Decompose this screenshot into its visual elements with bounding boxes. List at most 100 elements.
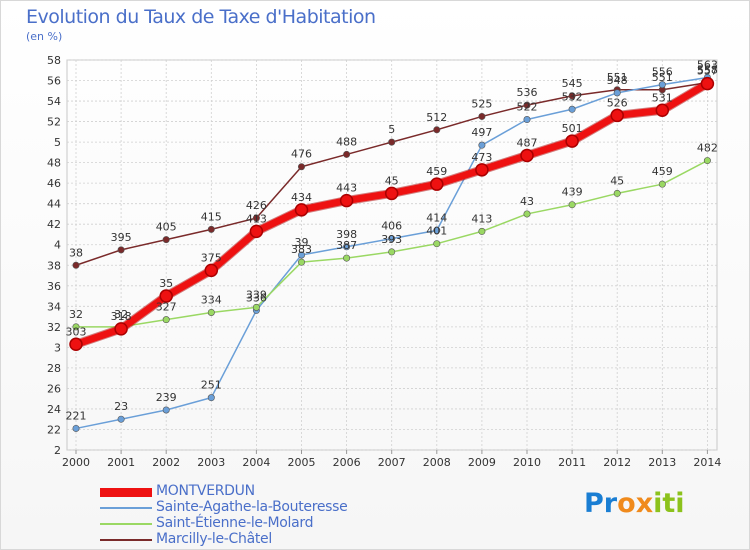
data-point — [523, 101, 531, 109]
data-label: 459 — [426, 165, 447, 178]
y-tick-label: 46 — [47, 177, 61, 190]
data-point — [69, 337, 83, 352]
data-point — [297, 258, 305, 266]
data-label: 334 — [201, 293, 222, 306]
data-label: 414 — [426, 211, 447, 224]
data-label: 395 — [111, 231, 132, 244]
data-point — [433, 226, 441, 234]
data-point — [700, 76, 715, 91]
data-point — [655, 103, 670, 118]
y-tick-label: 2 — [54, 444, 61, 457]
y-tick-label: 48 — [47, 157, 61, 170]
y-tick-label: 42 — [47, 218, 61, 231]
data-label: 413 — [246, 212, 267, 225]
x-tick-label: 2005 — [288, 456, 316, 469]
data-label: 375 — [201, 251, 222, 264]
data-point — [117, 415, 125, 423]
data-point — [568, 92, 576, 100]
y-tick-label: 58 — [47, 54, 61, 67]
y-tick-label: 24 — [47, 403, 61, 416]
data-label: 439 — [562, 186, 583, 199]
data-label: 383 — [291, 243, 312, 256]
data-label: 545 — [562, 77, 583, 90]
data-label: 32 — [114, 308, 128, 321]
logo-letter: r — [603, 488, 618, 519]
logo-letter: i — [653, 488, 663, 519]
data-point — [565, 134, 579, 148]
legend-swatch — [100, 488, 152, 497]
data-label: 405 — [156, 221, 177, 234]
data-point — [339, 193, 354, 208]
data-label: 473 — [471, 151, 492, 164]
x-tick-label: 2014 — [693, 456, 721, 469]
y-tick-label: 4 — [54, 239, 61, 252]
data-label: 551 — [652, 71, 673, 84]
data-point — [207, 394, 215, 402]
data-label: 318 — [111, 310, 132, 323]
data-label: 387 — [336, 239, 357, 252]
legend-swatch — [100, 523, 152, 525]
data-point — [343, 150, 351, 158]
data-point — [613, 189, 621, 197]
data-point — [207, 308, 215, 316]
y-tick-label: 26 — [47, 382, 61, 395]
y-tick-label: 32 — [47, 321, 61, 334]
legend-swatch — [100, 507, 152, 509]
legend-label: Saint-Étienne-le-Molard — [156, 515, 314, 531]
data-point — [475, 163, 489, 177]
data-label: 557 — [697, 65, 718, 78]
data-label: 251 — [201, 379, 222, 392]
data-point — [703, 157, 711, 165]
data-point — [207, 225, 215, 233]
data-point — [430, 177, 444, 191]
y-tick-label: 36 — [47, 280, 61, 293]
data-label: 482 — [697, 142, 718, 155]
data-point — [520, 148, 534, 163]
y-unit-label: (en %) — [26, 30, 63, 43]
y-tick-label: 38 — [47, 259, 61, 272]
x-tick-label: 2008 — [423, 456, 451, 469]
data-point — [159, 289, 173, 303]
data-label: 336 — [246, 291, 267, 304]
x-tick-label: 2013 — [648, 456, 676, 469]
y-tick-label: 22 — [47, 423, 61, 436]
x-tick-label: 2004 — [242, 456, 270, 469]
data-label: 43 — [520, 195, 534, 208]
logo-letter: i — [675, 488, 685, 519]
data-point — [204, 263, 219, 278]
data-label: 303 — [66, 325, 87, 338]
data-point — [252, 214, 260, 222]
x-tick-label: 2007 — [378, 456, 406, 469]
data-label: 551 — [607, 71, 628, 84]
data-label: 401 — [426, 225, 447, 238]
data-label: 45 — [385, 174, 399, 187]
data-label: 563 — [697, 58, 718, 71]
data-label: 525 — [471, 97, 492, 110]
data-label: 393 — [381, 233, 402, 246]
data-point — [568, 201, 576, 209]
data-point — [114, 322, 128, 336]
y-tick-label: 52 — [47, 116, 61, 129]
legend-label: MONTVERDUN — [156, 483, 255, 499]
data-label: 443 — [336, 182, 357, 195]
x-tick-label: 2009 — [468, 456, 496, 469]
data-label: 536 — [517, 86, 538, 99]
proxiti-logo: Proxiti — [584, 488, 685, 519]
data-point — [297, 163, 305, 171]
data-label: 35 — [159, 277, 173, 290]
data-label: 415 — [201, 210, 222, 223]
data-point — [252, 303, 260, 311]
x-tick-label: 2000 — [62, 456, 90, 469]
data-label: 45 — [610, 174, 624, 187]
data-point — [433, 240, 441, 248]
data-point — [613, 89, 621, 97]
data-point — [658, 81, 666, 89]
logo-letter: P — [584, 488, 604, 519]
data-label: 221 — [66, 409, 87, 422]
y-tick-label: 5 — [54, 136, 61, 149]
data-label: 501 — [562, 122, 583, 135]
data-point — [72, 261, 80, 269]
data-label: 556 — [652, 66, 673, 79]
x-tick-label: 2011 — [558, 456, 586, 469]
